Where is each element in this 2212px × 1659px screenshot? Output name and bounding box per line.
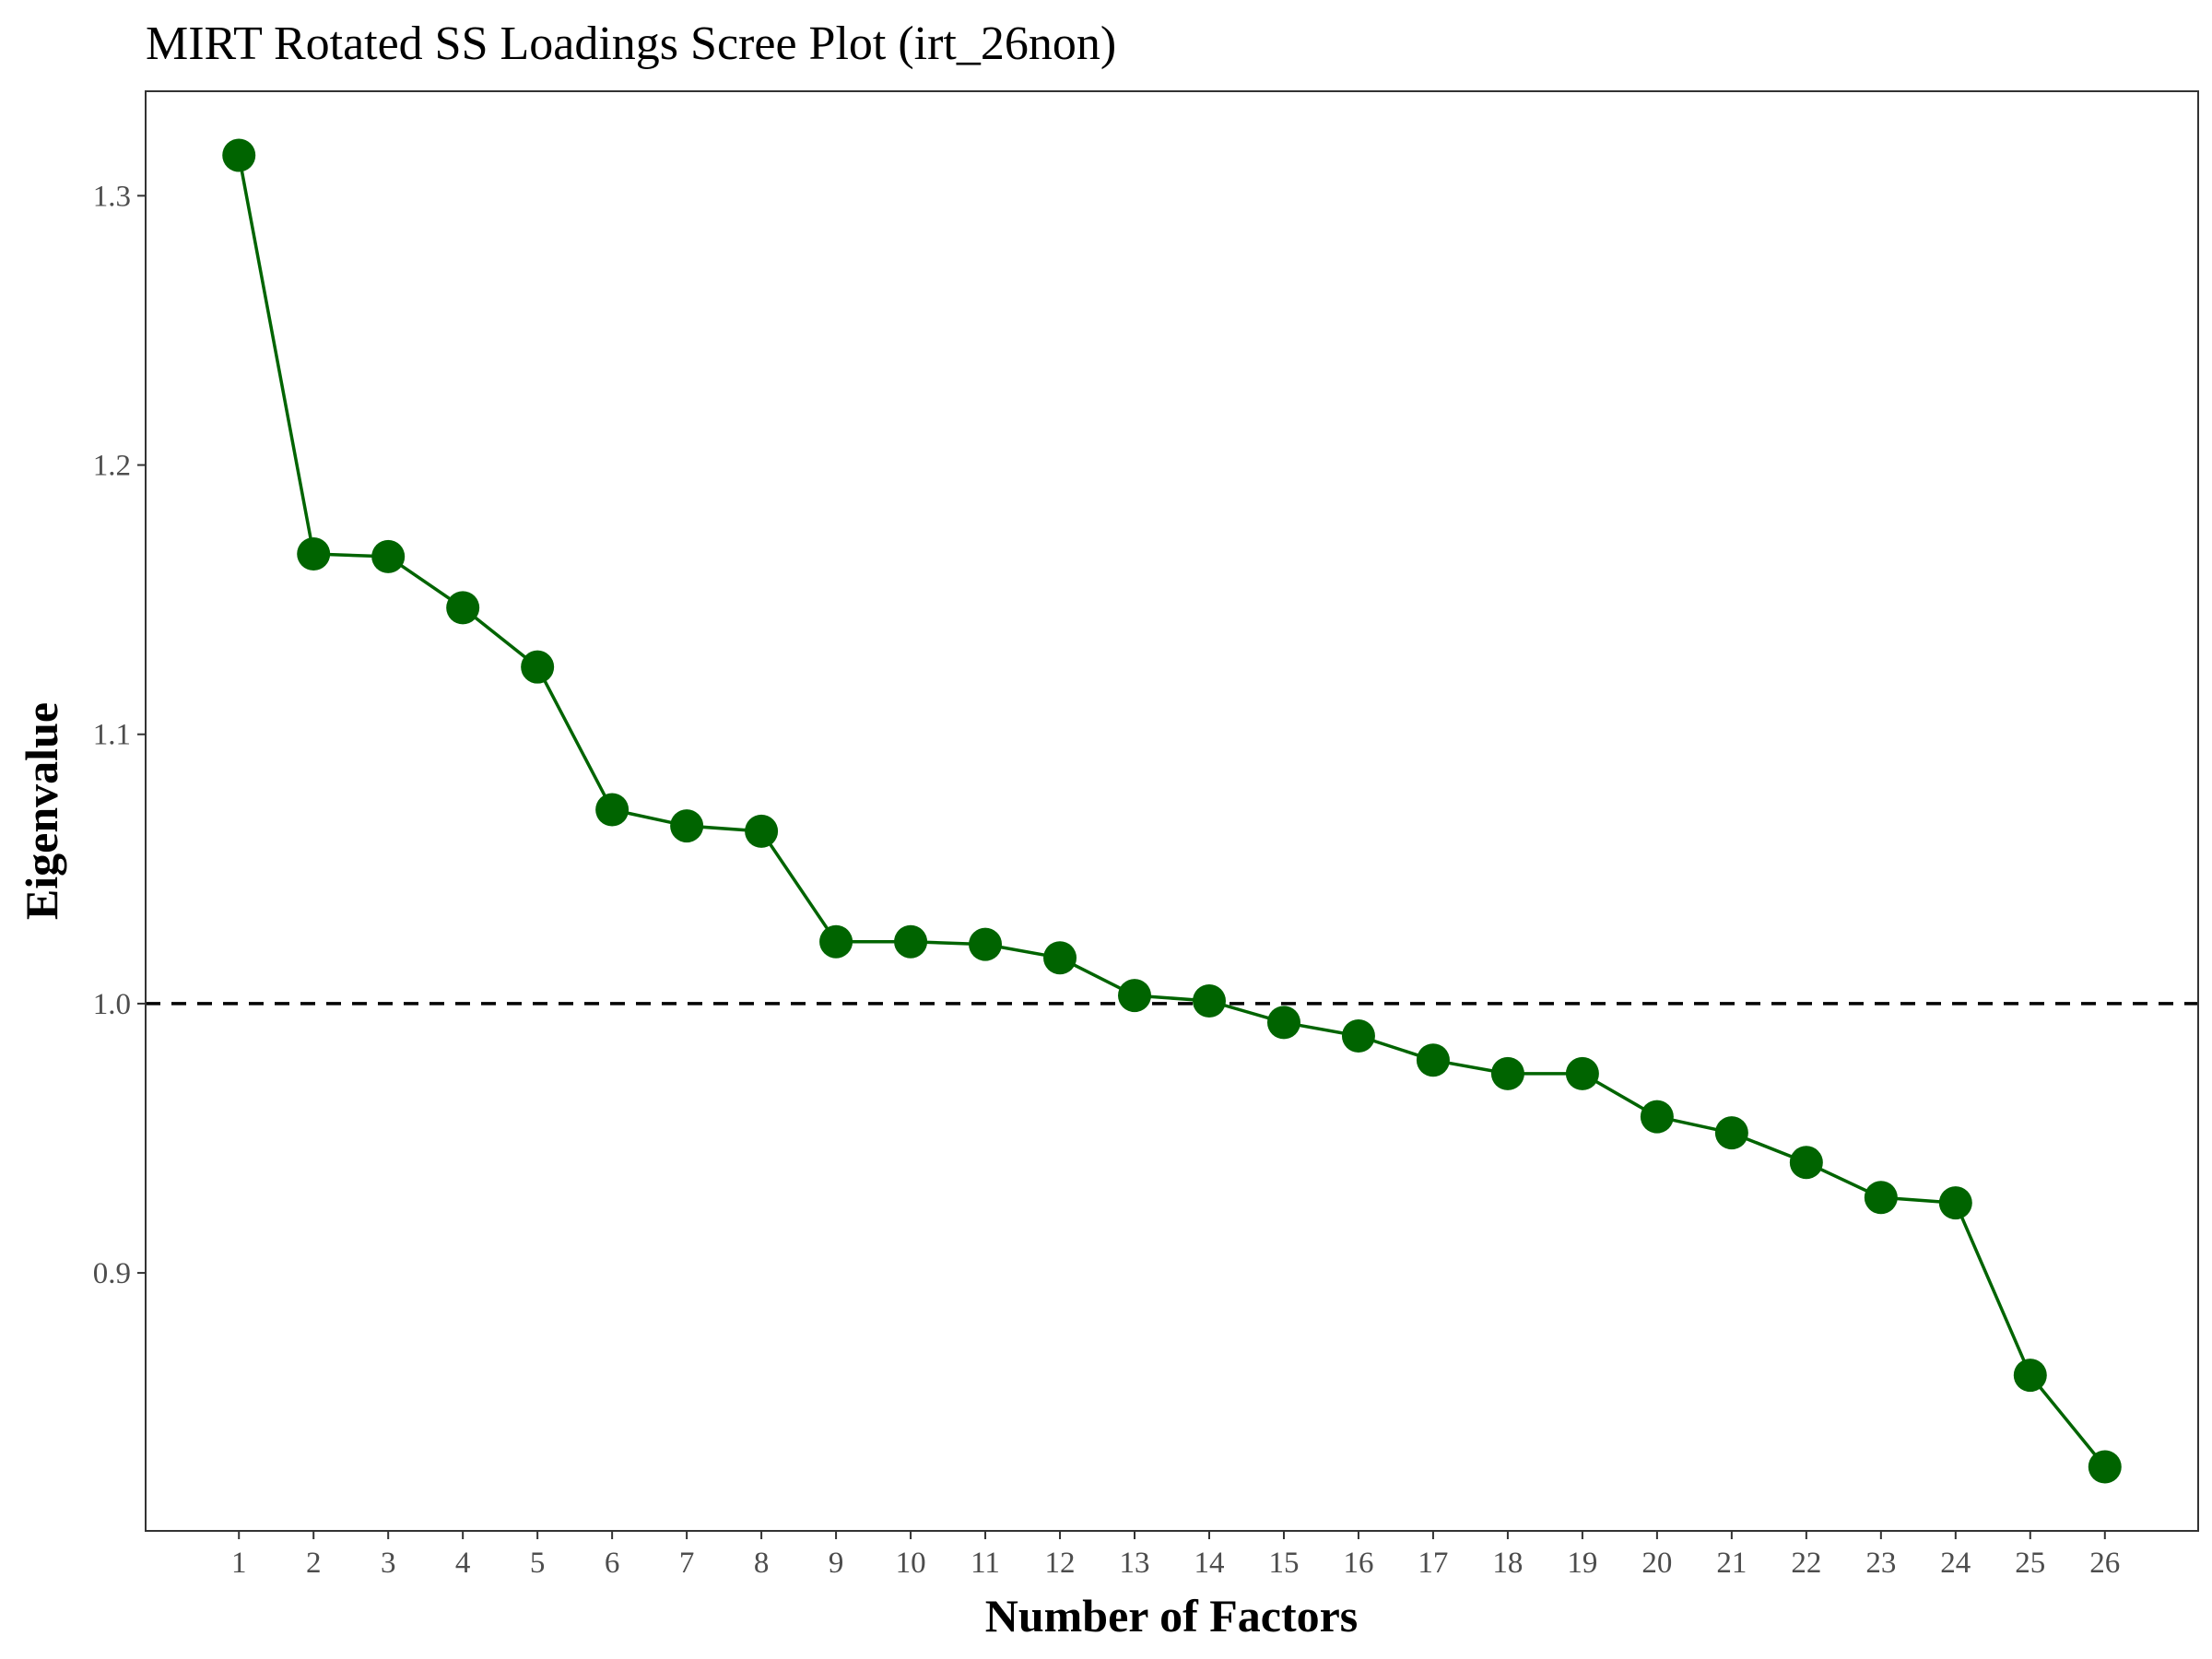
x-tick-label-7: 7 — [679, 1547, 695, 1580]
x-tick-label-17: 17 — [1418, 1547, 1448, 1580]
x-tick-label-15: 15 — [1268, 1547, 1299, 1580]
data-point-15 — [1266, 1006, 1300, 1040]
data-point-9 — [819, 924, 853, 959]
data-point-25 — [2013, 1359, 2047, 1393]
x-tick-label-26: 26 — [2089, 1547, 2120, 1580]
x-tick-label-2: 2 — [306, 1547, 322, 1580]
x-tick-label-4: 4 — [455, 1547, 471, 1580]
y-axis-title: Eigenvalue — [16, 702, 67, 920]
data-point-20 — [1640, 1100, 1674, 1134]
data-point-22 — [1789, 1146, 1823, 1180]
x-tick-label-10: 10 — [896, 1547, 926, 1580]
x-tick-label-21: 21 — [1716, 1547, 1747, 1580]
y-tick-label-0.9: 0.9 — [93, 1257, 131, 1290]
data-point-11 — [969, 927, 1003, 961]
data-point-4 — [446, 591, 480, 625]
data-point-23 — [1864, 1181, 1898, 1215]
data-point-12 — [1043, 941, 1077, 975]
x-axis-title: Number of Factors — [985, 1590, 1359, 1641]
y-tick-label-1.3: 1.3 — [93, 180, 131, 213]
plot-panel-border — [145, 90, 2199, 1532]
data-point-3 — [371, 539, 406, 573]
y-tick-label-1.1: 1.1 — [93, 719, 131, 752]
y-axis: 0.9 1.0 1.1 1.2 1.3 — [93, 180, 146, 1290]
y-tick-label-1.0: 1.0 — [93, 988, 131, 1021]
x-tick-label-14: 14 — [1194, 1547, 1224, 1580]
x-tick-label-23: 23 — [1865, 1547, 1896, 1580]
x-tick-label-25: 25 — [2015, 1547, 2045, 1580]
x-tick-label-5: 5 — [530, 1547, 546, 1580]
data-point-24 — [1938, 1186, 1972, 1220]
x-tick-label-8: 8 — [754, 1547, 770, 1580]
points-layer — [222, 138, 2122, 1484]
x-axis: 1 2 3 4 5 6 7 8 9 10 11 12 13 14 15 16 17 18 19 20 21 22 23 24 2… — [231, 1531, 2120, 1580]
data-point-19 — [1565, 1056, 1599, 1090]
data-point-1 — [222, 138, 256, 172]
x-tick-label-11: 11 — [971, 1547, 1000, 1580]
chart-title: MIRT Rotated SS Loadings Scree Plot (irt… — [146, 18, 1116, 70]
data-point-17 — [1416, 1043, 1450, 1077]
data-point-6 — [595, 793, 629, 827]
x-tick-label-16: 16 — [1343, 1547, 1373, 1580]
data-point-13 — [1118, 979, 1152, 1013]
x-tick-label-22: 22 — [1791, 1547, 1821, 1580]
x-tick-label-3: 3 — [381, 1547, 396, 1580]
data-point-26 — [2088, 1450, 2122, 1484]
x-tick-label-19: 19 — [1567, 1547, 1597, 1580]
plot-panel — [146, 91, 2198, 1531]
data-point-21 — [1714, 1116, 1748, 1150]
x-tick-label-13: 13 — [1120, 1547, 1150, 1580]
data-point-7 — [670, 809, 704, 843]
data-point-8 — [745, 814, 779, 848]
data-point-14 — [1192, 983, 1226, 1018]
y-tick-label-1.2: 1.2 — [93, 450, 131, 483]
data-point-5 — [521, 650, 555, 684]
data-point-18 — [1490, 1056, 1524, 1090]
data-point-16 — [1341, 1018, 1375, 1053]
x-tick-label-9: 9 — [829, 1547, 844, 1580]
x-tick-label-24: 24 — [1940, 1547, 1971, 1580]
data-point-10 — [894, 924, 928, 959]
x-tick-label-6: 6 — [605, 1547, 620, 1580]
x-tick-label-12: 12 — [1045, 1547, 1076, 1580]
x-tick-label-1: 1 — [231, 1547, 247, 1580]
x-tick-label-18: 18 — [1492, 1547, 1523, 1580]
data-point-2 — [297, 536, 331, 571]
x-tick-label-20: 20 — [1641, 1547, 1672, 1580]
